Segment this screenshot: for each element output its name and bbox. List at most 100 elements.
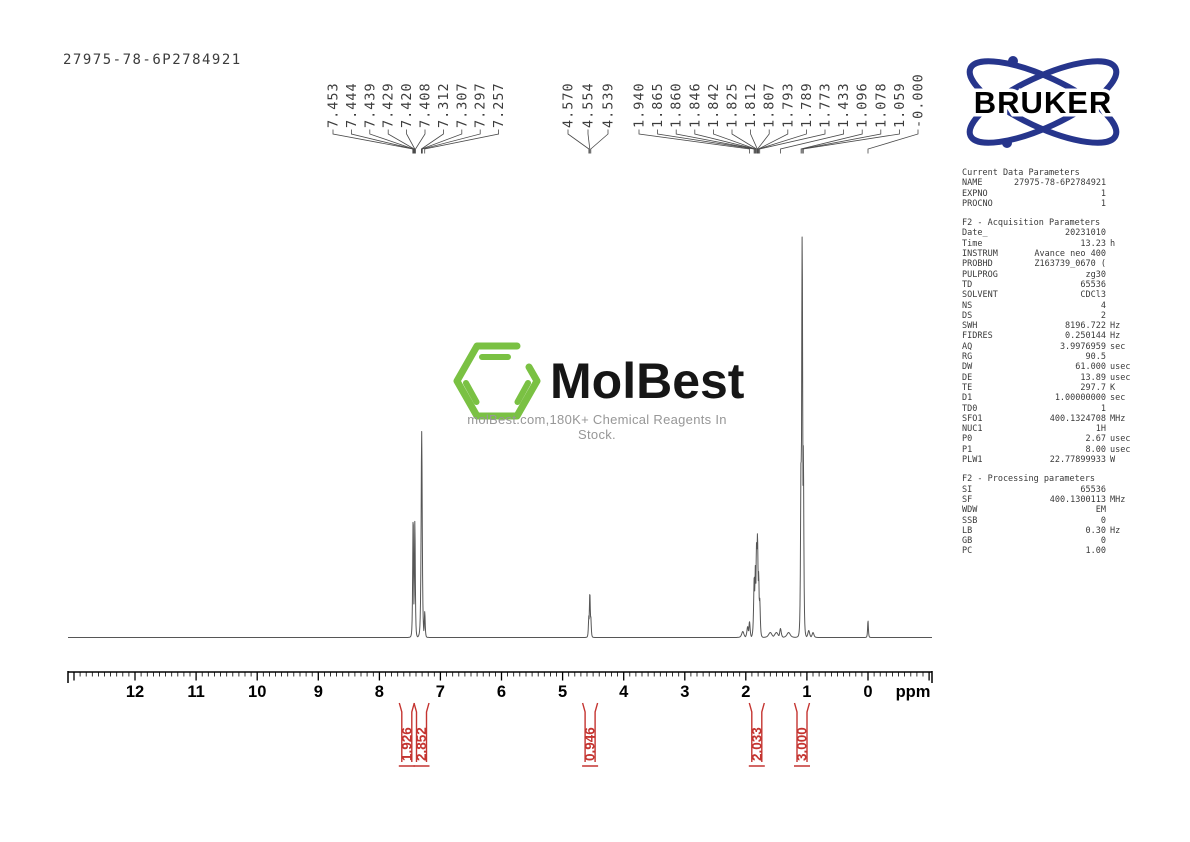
parameter-name: SOLVENT [962,290,998,301]
parameter-unit [1106,485,1134,495]
parameters-panel: Current Data Parameters NAME 27975-78-6P27… [962,168,1134,566]
parameter-unit [1106,505,1134,515]
parameter-name: FIDRES [962,331,993,342]
parameter-name: INSTRUM [962,249,998,260]
parameter-value: 22.77899933 [1049,455,1106,466]
parameter-row: SFO1 400.1324708 MHz [962,414,1134,424]
parameter-value: 8196.722 [1065,321,1106,332]
parameter-row: NUC1 1H [962,424,1134,434]
peak-label: 4.570 [561,82,577,128]
parameter-unit: Hz [1110,321,1121,332]
x-axis-tick-label: 5 [558,683,567,701]
parameter-section-title: F2 - Processing parameters [962,474,1096,485]
molbest-tagline: molBest.com,180K+ Chemical Reagents In S… [467,412,727,442]
parameter-row: P1 8.00 usec [962,445,1134,455]
peak-label-connector [800,129,863,154]
parameter-row: Date_ 20231010 [962,228,1134,238]
peak-label: 7.312 [436,82,452,128]
integral-value: 3.000 [795,727,810,761]
peak-label-connector [350,129,414,154]
parameter-row: PROCNO 1 [962,199,1134,209]
parameter-row: GB 0 [962,536,1134,546]
parameter-value: 0.30 [1085,525,1106,536]
parameter-value: 0 [1100,536,1106,547]
integral-value: 1.926 [399,727,414,761]
peak-label: 1.812 [743,82,759,128]
parameter-unit: Hz [1110,525,1121,536]
parameter-section: F2 - Processing parameters SI 65536 SF 400.1… [962,474,1134,556]
parameter-unit [1106,546,1134,556]
parameter-row: AQ 3.9976959 sec [962,342,1134,352]
peak-label: -0.000 [911,73,927,128]
x-axis-tick-label: 4 [619,683,629,701]
parameter-row: PROBHD Z163739_0670 ( [962,259,1134,269]
molbest-watermark: MolBest [452,333,744,428]
peak-label: 1.825 [725,82,741,128]
peak-label-connector [424,129,500,154]
parameter-name: WDW [962,505,978,516]
parameter-value: 13.23 [1080,238,1106,249]
parameter-row: RG 90.5 [962,352,1134,362]
peak-label-connector [780,129,844,154]
parameter-name: TD [962,279,973,290]
peak-label-connector [567,129,590,154]
parameter-row: PC 1.00 [962,546,1134,556]
parameter-name: LB [962,525,973,536]
parameter-name: TE [962,382,973,393]
peak-label: 7.429 [381,82,397,128]
parameter-unit: sec [1110,393,1126,404]
bruker-logo: BRUKER [966,56,1120,148]
parameter-name: SSB [962,515,978,526]
peak-label-connector [638,129,750,154]
peak-label: 1.789 [799,82,815,128]
parameter-name: Time [962,238,983,249]
parameter-value: Avance neo 400 [1034,249,1106,260]
peak-label-connector [867,129,919,154]
parameter-value: 1.00000000 [1054,393,1106,404]
parameter-value: 400.1300113 [1049,494,1106,505]
parameter-unit [1106,352,1134,362]
parameter-value: 400.1324708 [1049,413,1106,424]
parameter-name: PC [962,546,973,557]
parameter-unit [1106,311,1134,321]
parameter-row: SWH 8196.722 Hz [962,321,1134,331]
parameter-name: DE [962,372,973,383]
parameter-unit [1106,259,1134,269]
x-axis-tick-label: 10 [248,683,266,701]
parameter-row: D1 1.00000000 sec [962,393,1134,403]
parameter-name: DW [962,362,973,373]
integral-bracket [748,702,765,767]
peak-label: 7.307 [454,82,470,128]
parameter-unit: usec [1110,434,1131,445]
bruker-orbit-icon [966,56,1120,148]
integral-group: 1.926 2.852 0.946 2.033 3.000 [398,702,811,767]
peak-label-connector [421,129,463,154]
peak-label: 7.257 [491,82,507,128]
parameter-name: AQ [962,341,973,352]
peak-label: 7.408 [418,82,434,128]
parameter-value: 8.00 [1085,444,1106,455]
molbest-brand-text: MolBest [550,352,745,409]
parameter-unit [1106,280,1134,290]
parameter-value: zg30 [1085,269,1106,280]
parameter-row: SOLVENT CDCl3 [962,290,1134,300]
parameter-value: 4 [1100,300,1106,311]
peak-label: 1.059 [892,82,908,128]
peak-label-connector [657,129,755,154]
peak-label: 1.773 [818,82,834,128]
peak-label: 1.793 [780,82,796,128]
parameter-value: 1H [1095,424,1106,435]
peak-label: 4.554 [581,82,597,128]
sample-id: 27975-78-6P2784921 [63,52,242,68]
integral-value: 2.852 [414,727,429,761]
x-axis-tick-label: 0 [863,683,872,701]
x-axis: 12 11 10 9 8 7 6 5 4 3 2 1 0 ppm [67,671,933,701]
parameter-name: GB [962,536,973,547]
parameter-row: P0 2.67 usec [962,434,1134,444]
parameter-name: EXPNO [962,188,988,199]
parameter-row: WDW EM [962,505,1134,515]
parameter-name: SF [962,494,973,505]
peak-label-connector [802,129,900,154]
spectrum-trace [67,236,933,638]
